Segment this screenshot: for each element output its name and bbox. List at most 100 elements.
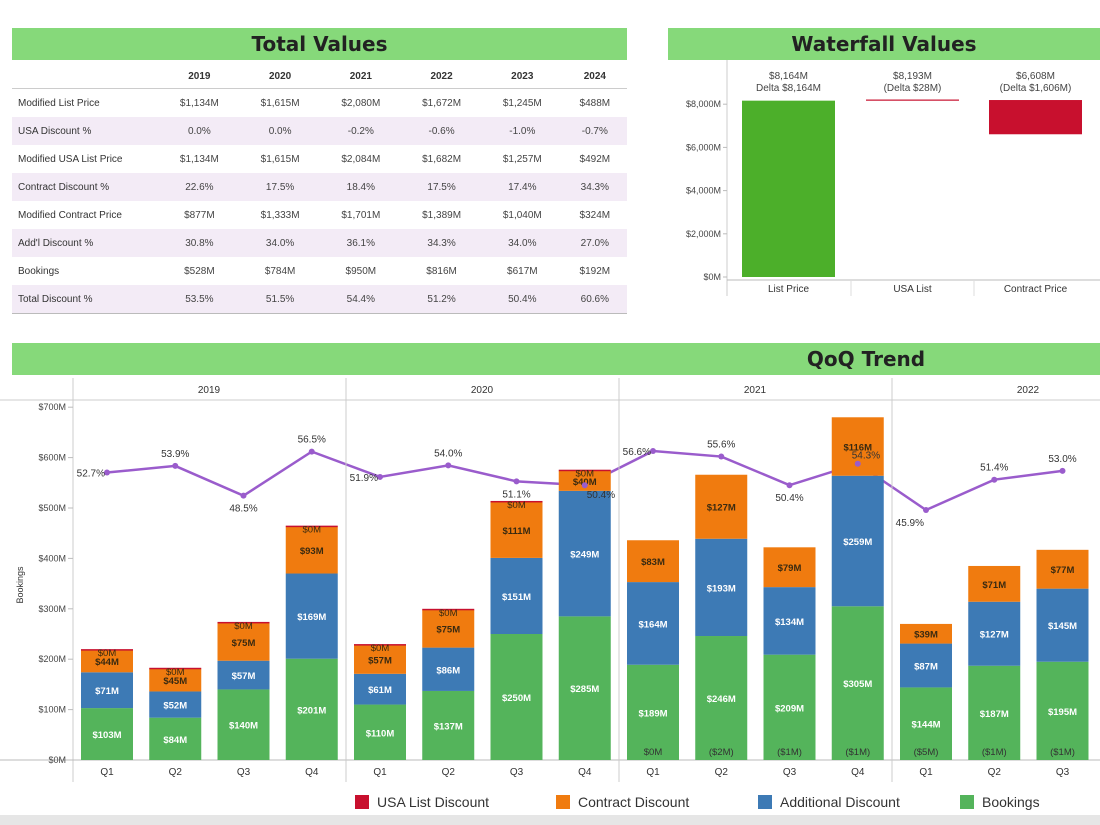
line-point xyxy=(308,448,315,455)
table-cell: $492M xyxy=(579,153,611,165)
legend-label: Contract Discount xyxy=(578,794,690,810)
legend-additional-discount[interactable]: Additional Discount xyxy=(758,794,900,810)
bar-bookings-label: $201M xyxy=(297,705,326,716)
bar-bookings xyxy=(831,606,884,760)
table-cell: $1,615M xyxy=(260,153,300,165)
bar-additional-discount xyxy=(900,643,952,688)
year-header: 2022 xyxy=(1017,385,1040,396)
x-tick-label: USA List xyxy=(893,284,932,295)
table-cell: $1,682M xyxy=(422,153,462,165)
bar-bookings-label: $84M xyxy=(163,735,187,746)
y-tick-label: $200M xyxy=(38,654,66,664)
quarter-label: Q2 xyxy=(169,767,183,778)
y-tick-label: $400M xyxy=(38,553,66,563)
bar-usa-list-discount xyxy=(490,500,543,503)
row-label: Modified Contract Price xyxy=(18,209,122,221)
legend-contract-discount[interactable]: Contract Discount xyxy=(556,794,689,810)
legend-usa-list-discount[interactable]: USA List Discount xyxy=(355,794,489,810)
legend-bookings[interactable]: Bookings xyxy=(960,794,1040,810)
bar-contract-discount-label: $83M xyxy=(641,557,665,568)
line-point xyxy=(923,507,929,513)
data-label: (Delta $1,606M) xyxy=(1000,83,1072,94)
line-point-label: 50.4% xyxy=(587,490,615,501)
bar-contract-discount-label: $75M xyxy=(436,625,460,636)
bar-bookings xyxy=(81,708,133,760)
y-tick-label: $100M xyxy=(38,705,66,715)
row-label: USA Discount % xyxy=(12,117,159,145)
data-label: $6,608M xyxy=(1016,71,1055,82)
bar-usa-list-discount-label: ($1M) xyxy=(1050,747,1075,758)
quarter-label: Q2 xyxy=(715,767,729,778)
table-cell: 27.0% xyxy=(562,229,627,257)
bar-bookings xyxy=(354,704,406,760)
y-tick-label: $6,000M xyxy=(686,142,721,152)
line-point-label: 56.5% xyxy=(298,435,326,446)
bar-bookings xyxy=(1036,661,1089,760)
table-cell: $784M xyxy=(264,265,296,277)
bar-contract-discount xyxy=(900,623,952,644)
bar-additional-discount-label: $145M xyxy=(1048,621,1077,632)
x-tick-label: List Price xyxy=(768,284,810,295)
bar-additional-discount xyxy=(285,573,338,659)
table-cell: $324M xyxy=(579,209,611,221)
bar-additional-discount xyxy=(422,647,475,691)
bar-usa-list-discount-label: $0M xyxy=(644,747,663,758)
bar-bookings xyxy=(217,689,270,760)
bar-contract-discount xyxy=(1036,549,1089,589)
quarter-label: Q1 xyxy=(919,767,933,778)
legend-label: USA List Discount xyxy=(377,794,490,810)
bar-contract-discount-label: $127M xyxy=(707,503,736,514)
row-label: Total Discount % xyxy=(12,285,159,314)
x-tick-label: Contract Price xyxy=(1004,284,1068,295)
bar-additional-discount xyxy=(968,601,1021,666)
table-cell: $488M xyxy=(579,97,611,109)
row-label: Bookings xyxy=(18,265,60,277)
table-cell: 54.4% xyxy=(320,285,402,314)
bar-usa-list-discount-label: $0M xyxy=(576,469,595,480)
bar-bookings xyxy=(627,664,679,760)
y-tick-label: $4,000M xyxy=(686,186,721,196)
bar-additional-discount-label: $164M xyxy=(638,619,667,630)
table-row: Bookings $528M $784M $950M $816M $617M $192M xyxy=(12,257,627,285)
bar-usa-list-discount-label: $0M xyxy=(303,525,322,536)
table-cell: $1,245M xyxy=(502,97,542,109)
bar-contract-discount-label: $45M xyxy=(163,676,187,687)
horizontal-scrollbar[interactable] xyxy=(0,815,1100,825)
year-header: 2021 xyxy=(744,385,767,396)
bar-contract-discount xyxy=(627,540,679,583)
legend-label: Additional Discount xyxy=(780,794,900,810)
line-point-label: 55.6% xyxy=(707,440,735,451)
bar-bookings-label: $195M xyxy=(1048,707,1077,718)
table-cell: $1,257M xyxy=(502,153,542,165)
line-point xyxy=(1059,467,1066,474)
bar-additional-discount-label: $151M xyxy=(502,592,531,603)
bar-contract-discount xyxy=(558,470,611,491)
quarter-label: Q3 xyxy=(783,767,797,778)
bar-bookings-label: $285M xyxy=(570,684,599,695)
bar-contract-discount xyxy=(695,474,748,539)
row-label: Modified USA List Price xyxy=(18,153,123,165)
table-cell: $950M xyxy=(345,265,377,277)
bar-bookings-label: $246M xyxy=(707,694,736,705)
bar-usa-list-discount xyxy=(354,644,406,646)
table-cell: $816M xyxy=(426,265,457,277)
column-header: 2019 xyxy=(159,64,240,89)
bar-bookings-label: $137M xyxy=(434,721,463,732)
table-cell: 50.4% xyxy=(481,285,563,314)
line-point-label: 50.4% xyxy=(775,493,803,504)
row-label: Contract Discount % xyxy=(12,173,159,201)
table-cell: $1,134M xyxy=(179,153,219,165)
table-cell: 18.4% xyxy=(320,173,402,201)
row-label: Add'l Discount % xyxy=(12,229,159,257)
column-header: 2020 xyxy=(239,64,321,89)
bar-additional-discount-label: $259M xyxy=(843,537,872,548)
bar-bookings-label: $103M xyxy=(92,730,121,741)
line-point xyxy=(104,469,110,476)
bar-additional-discount xyxy=(490,557,543,634)
bar-additional-discount xyxy=(558,490,611,617)
quarter-label: Q1 xyxy=(373,767,387,778)
data-label: Delta $8,164M xyxy=(756,83,821,94)
bar-bookings xyxy=(900,687,952,760)
column-header: 2023 xyxy=(481,64,563,89)
column-header: 2024 xyxy=(562,64,627,89)
